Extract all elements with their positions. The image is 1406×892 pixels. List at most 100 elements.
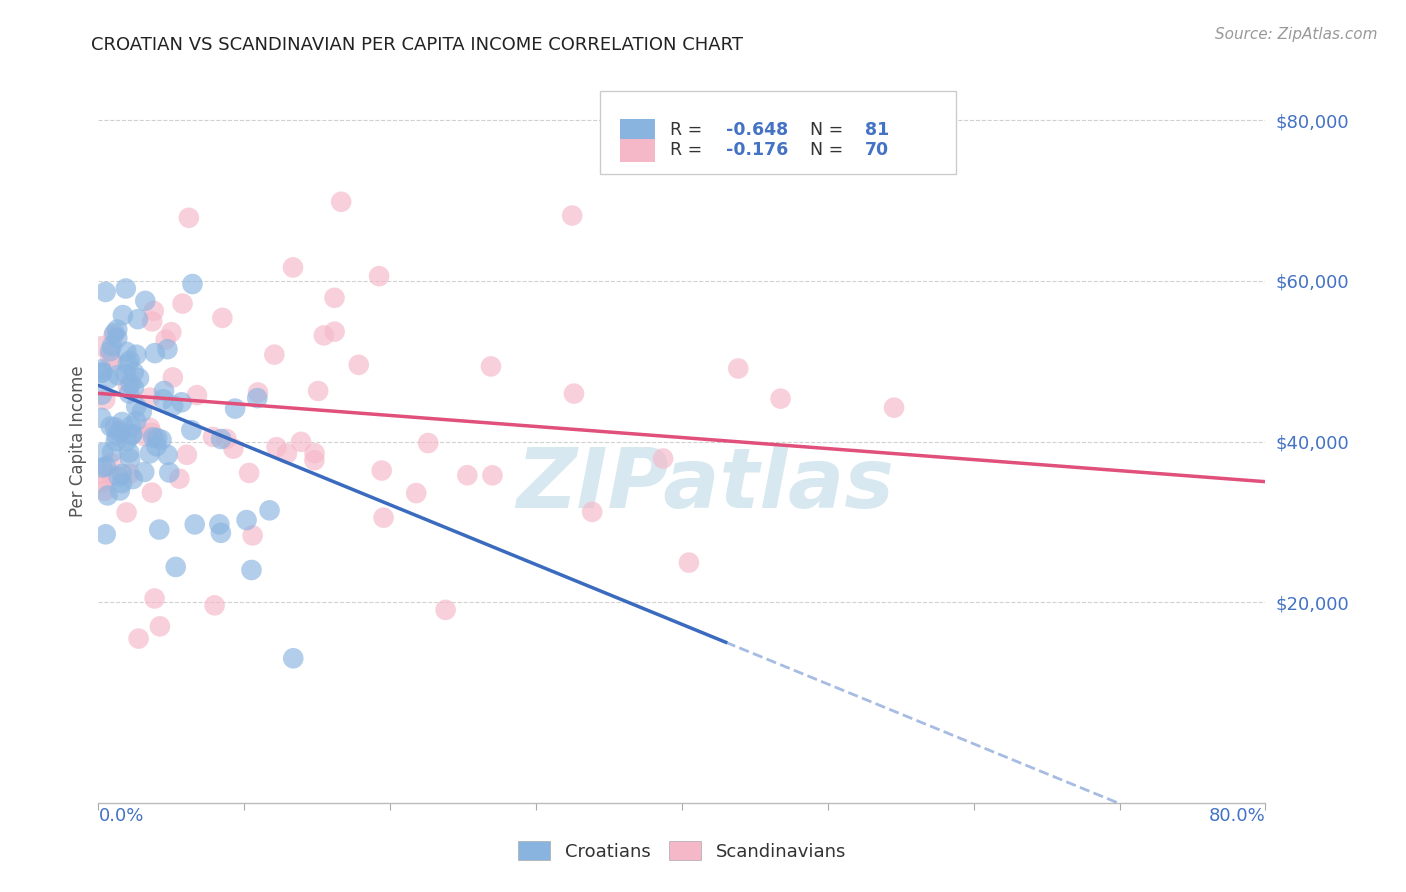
- Point: [117, 357, 139, 371]
- Point: [156, 448, 179, 462]
- Point: [153, 384, 176, 398]
- Point: [405, 486, 427, 500]
- Text: -0.176: -0.176: [727, 141, 789, 160]
- Point: [90, 339, 112, 353]
- Point: [246, 391, 269, 405]
- Point: [107, 469, 129, 483]
- Point: [114, 367, 136, 381]
- Point: [111, 467, 134, 481]
- Point: [209, 525, 232, 540]
- Point: [107, 424, 129, 438]
- Point: [134, 429, 156, 443]
- Point: [204, 599, 226, 613]
- Point: [100, 468, 122, 483]
- Bar: [620, 139, 655, 162]
- Point: [222, 442, 245, 456]
- Point: [479, 359, 502, 374]
- Text: 80.0%: 80.0%: [1209, 807, 1265, 825]
- Point: [115, 506, 138, 520]
- Point: [347, 358, 370, 372]
- Point: [481, 468, 503, 483]
- Point: [456, 468, 478, 483]
- Point: [131, 405, 153, 419]
- Point: [118, 353, 141, 368]
- Text: R =: R =: [671, 141, 709, 160]
- Point: [101, 445, 124, 459]
- Point: [122, 472, 145, 486]
- Point: [90, 467, 112, 481]
- Point: [172, 296, 194, 310]
- Point: [283, 651, 305, 665]
- Point: [323, 325, 346, 339]
- Point: [97, 372, 120, 386]
- Point: [139, 446, 162, 460]
- Point: [368, 269, 391, 284]
- Point: [155, 333, 177, 347]
- Point: [156, 343, 179, 357]
- Text: -0.648: -0.648: [727, 121, 789, 139]
- Point: [371, 464, 394, 478]
- Point: [90, 362, 112, 376]
- Point: [143, 591, 166, 606]
- Point: [215, 432, 238, 446]
- Point: [304, 446, 326, 460]
- Point: [176, 448, 198, 462]
- Point: [90, 366, 112, 380]
- Point: [120, 376, 142, 391]
- Point: [98, 350, 121, 364]
- Point: [165, 560, 187, 574]
- Point: [330, 194, 353, 209]
- Point: [91, 366, 114, 380]
- Point: [143, 346, 166, 360]
- Point: [100, 419, 122, 434]
- Point: [134, 293, 156, 308]
- Point: [90, 387, 112, 401]
- Point: [146, 431, 169, 445]
- Point: [103, 326, 125, 340]
- Point: [127, 312, 149, 326]
- Point: [142, 304, 165, 318]
- Point: [186, 388, 208, 402]
- Point: [118, 467, 141, 481]
- Text: ZIPatlas: ZIPatlas: [516, 444, 894, 525]
- Point: [128, 371, 150, 385]
- Point: [177, 211, 200, 225]
- Legend: Croatians, Scandinavians: Croatians, Scandinavians: [510, 834, 853, 868]
- Point: [101, 354, 124, 368]
- Point: [141, 425, 163, 440]
- Point: [120, 419, 142, 434]
- Point: [111, 476, 134, 491]
- Point: [105, 331, 128, 345]
- Point: [118, 445, 141, 459]
- Point: [94, 285, 117, 299]
- Point: [111, 415, 134, 429]
- Point: [162, 399, 184, 413]
- Point: [373, 510, 395, 524]
- Point: [122, 380, 145, 394]
- Text: N =: N =: [810, 121, 849, 139]
- Point: [101, 339, 124, 353]
- Point: [110, 425, 132, 439]
- Point: [652, 451, 675, 466]
- Text: N =: N =: [810, 141, 849, 160]
- Point: [562, 386, 585, 401]
- Point: [100, 456, 122, 470]
- Point: [211, 310, 233, 325]
- Point: [769, 392, 792, 406]
- Point: [581, 505, 603, 519]
- Text: CROATIAN VS SCANDINAVIAN PER CAPITA INCOME CORRELATION CHART: CROATIAN VS SCANDINAVIAN PER CAPITA INCO…: [91, 36, 744, 54]
- Point: [118, 386, 141, 401]
- Point: [107, 368, 129, 383]
- Point: [125, 348, 148, 362]
- Point: [281, 260, 304, 275]
- Point: [323, 291, 346, 305]
- Point: [209, 432, 232, 446]
- Point: [103, 329, 125, 343]
- Point: [150, 433, 173, 447]
- Point: [145, 439, 167, 453]
- Point: [97, 488, 120, 502]
- Point: [418, 436, 440, 450]
- Point: [139, 391, 162, 405]
- Point: [115, 344, 138, 359]
- Point: [276, 446, 298, 460]
